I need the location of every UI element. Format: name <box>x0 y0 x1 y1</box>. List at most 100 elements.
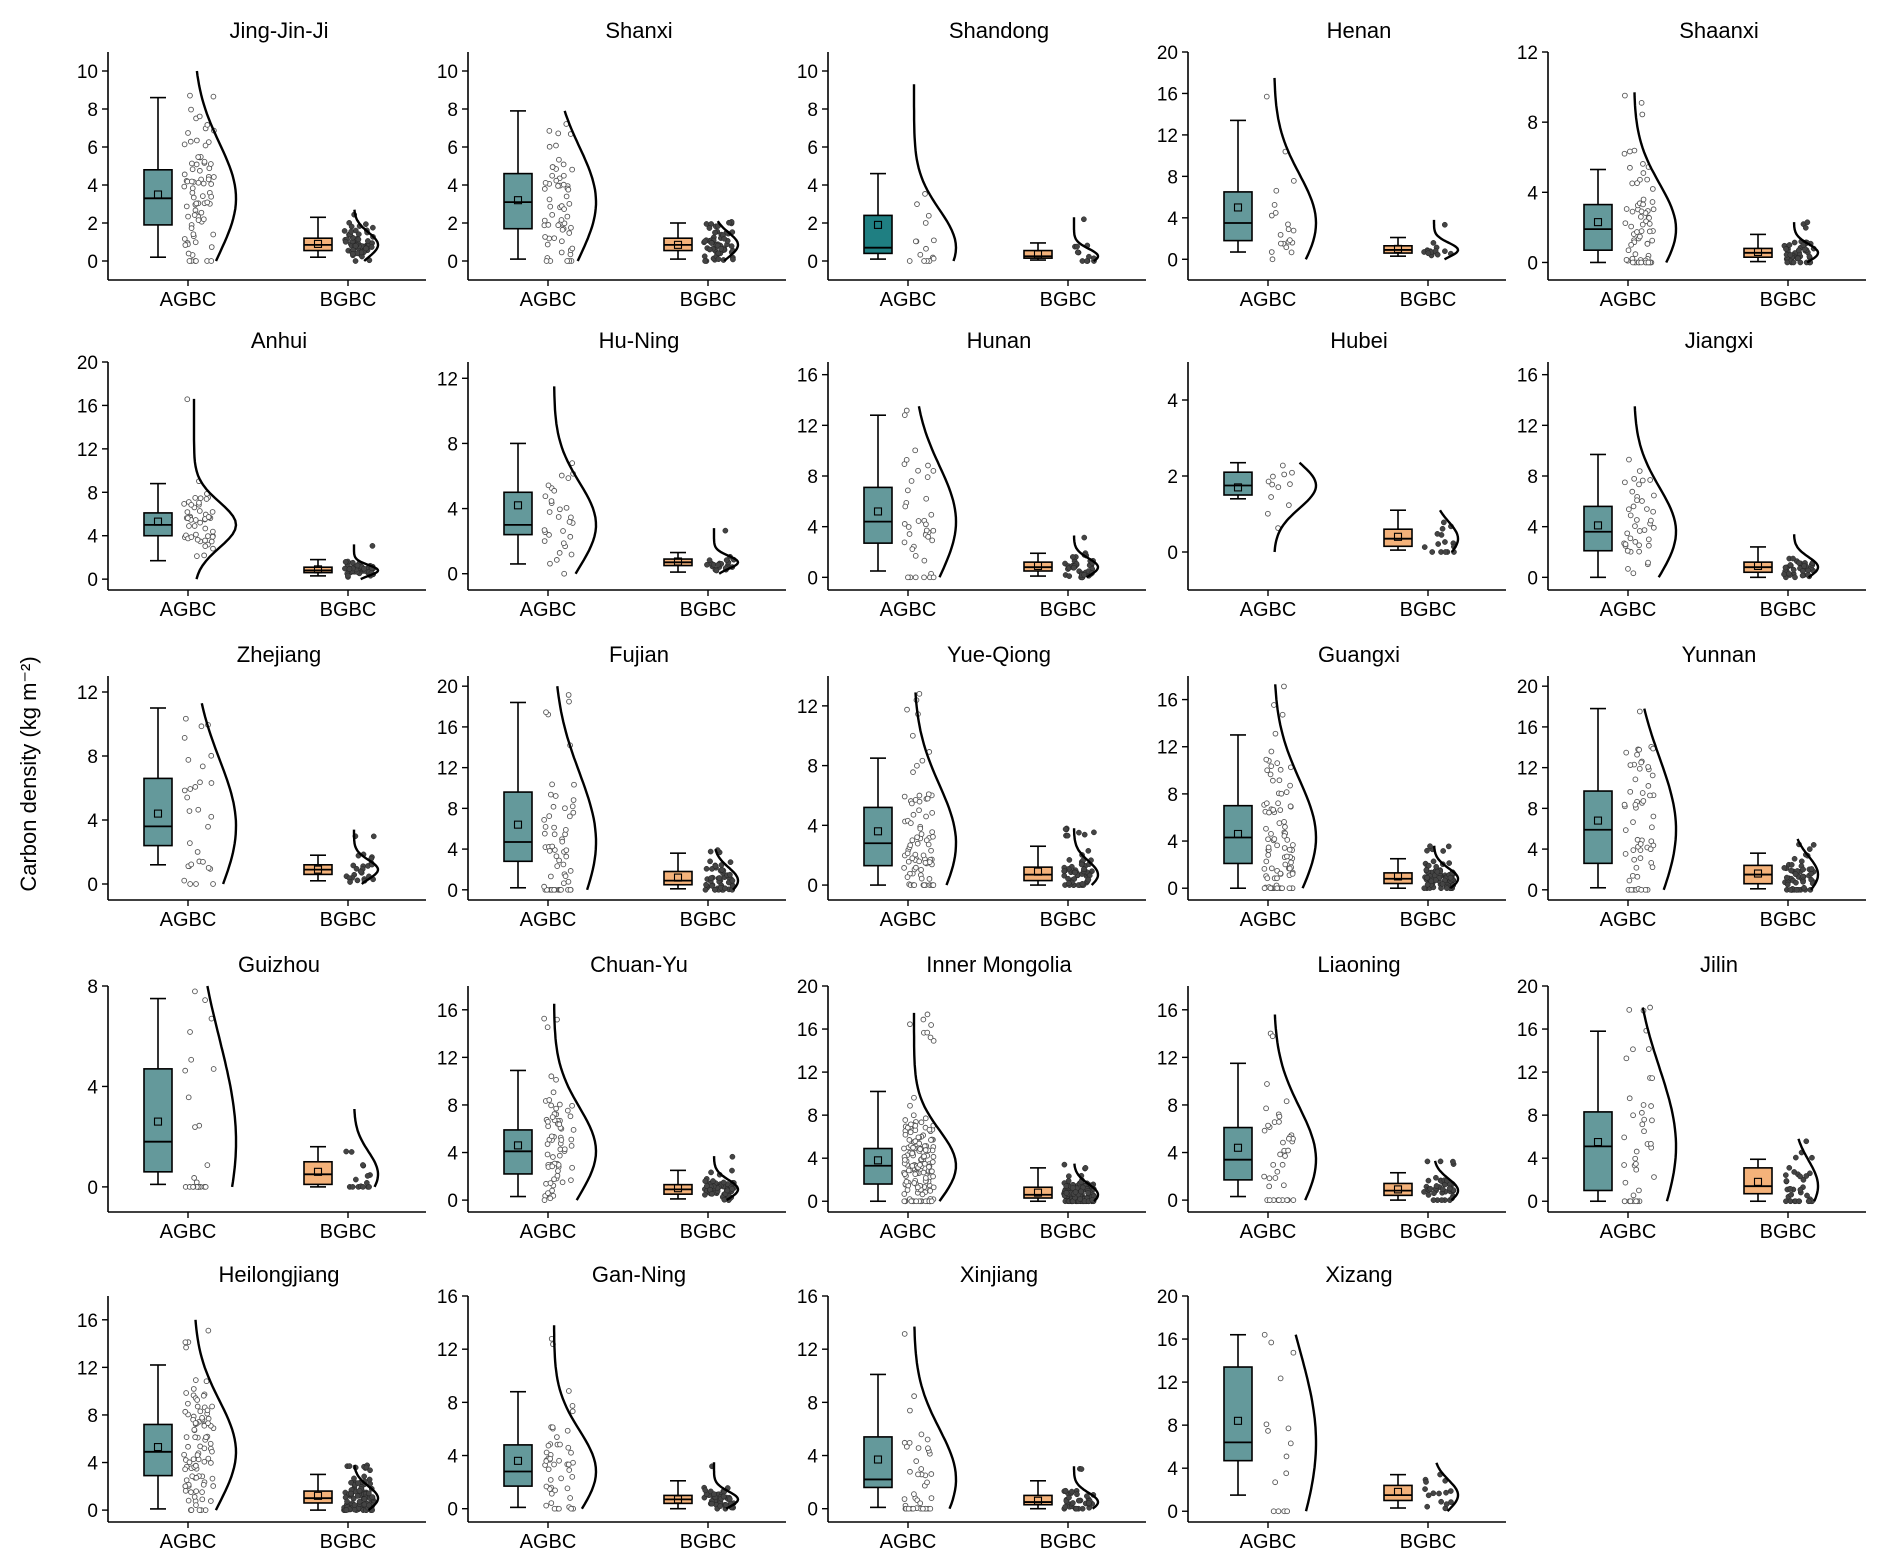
data-point <box>729 1153 736 1160</box>
data-point <box>557 1441 563 1448</box>
agbc-mean-marker <box>1233 1416 1243 1425</box>
data-point <box>202 1184 209 1190</box>
bgbc-density-curve <box>1072 1466 1100 1510</box>
agbc-box <box>503 491 533 536</box>
data-point <box>565 475 572 481</box>
data-point <box>702 258 708 264</box>
panel-xizang: Xizang 0 4 8 12 16 20 AGBC BGBC <box>1157 1262 1506 1548</box>
data-point <box>905 858 912 865</box>
data-point <box>720 1179 727 1186</box>
data-point <box>925 533 931 540</box>
agbc-density-curve <box>553 1003 598 1201</box>
data-point <box>353 865 360 872</box>
data-point <box>564 1485 571 1492</box>
data-point <box>202 142 209 149</box>
data-point <box>910 1112 917 1119</box>
data-point <box>1782 564 1789 571</box>
data-point <box>923 245 929 252</box>
data-point <box>1636 548 1642 555</box>
y-tick-label: 4 <box>807 816 818 837</box>
data-point <box>902 1157 908 1163</box>
data-point <box>1062 1504 1069 1510</box>
data-point <box>185 130 191 136</box>
data-point <box>1273 187 1280 194</box>
data-point <box>1638 100 1645 106</box>
data-point <box>1649 824 1655 831</box>
data-point <box>563 193 570 200</box>
data-point <box>1626 456 1632 463</box>
bgbc-mean-marker <box>1033 561 1043 570</box>
data-point <box>1439 881 1446 887</box>
data-point <box>930 574 937 581</box>
y-tick-label: 8 <box>87 100 98 121</box>
agbc-density-curve <box>552 1325 598 1510</box>
data-point <box>1435 541 1442 547</box>
data-point <box>542 493 549 500</box>
data-point <box>208 161 214 167</box>
data-point <box>920 1505 926 1512</box>
data-point <box>554 1434 560 1440</box>
agbc-mean-marker <box>1233 1143 1243 1152</box>
y-axis-label: Carbon density (kg m⁻²) <box>16 656 41 891</box>
panel-shandong: Shandong 0 2 4 6 8 10 AGBC BGBC <box>797 18 1146 311</box>
data-point <box>702 1191 708 1198</box>
data-point <box>923 521 929 528</box>
data-point <box>901 1191 908 1197</box>
data-point <box>1271 702 1277 708</box>
data-point <box>541 816 547 823</box>
data-point <box>1649 1075 1656 1081</box>
bgbc-density-curve <box>1072 535 1100 579</box>
data-point <box>924 1479 930 1486</box>
data-point <box>1634 873 1641 880</box>
data-point <box>929 829 936 835</box>
data-point <box>199 763 206 770</box>
panel-fujian: Fujian 0 4 8 12 16 20 AGBC BGBC <box>437 642 786 931</box>
bgbc-density-curve <box>353 1464 380 1512</box>
data-point <box>1275 800 1281 807</box>
data-point <box>208 1498 214 1504</box>
data-point <box>1636 542 1642 549</box>
data-point <box>568 551 575 558</box>
y-tick-label: 12 <box>1157 1373 1178 1394</box>
data-point <box>1627 164 1633 171</box>
data-point <box>205 176 212 183</box>
data-point <box>1793 886 1800 893</box>
bgbc-density-curve <box>353 209 380 262</box>
data-point <box>1450 1158 1456 1165</box>
data-point <box>564 1107 571 1114</box>
panel-title: Jiangxi <box>1685 328 1753 353</box>
data-point <box>192 517 199 523</box>
data-point <box>546 509 553 515</box>
data-point <box>1268 1339 1275 1346</box>
data-point <box>1640 798 1647 804</box>
bgbc-points <box>343 833 377 885</box>
data-point <box>559 226 566 233</box>
data-point <box>724 1187 731 1194</box>
data-point <box>722 527 729 534</box>
agbc-density-curve <box>1643 708 1678 891</box>
data-point <box>914 834 920 841</box>
data-point <box>562 873 569 880</box>
data-point <box>1269 1033 1276 1040</box>
data-point <box>1648 517 1654 524</box>
y-tick-label: 8 <box>807 757 818 778</box>
data-point <box>1634 836 1641 843</box>
bgbc-box <box>1383 1182 1413 1197</box>
data-point <box>361 565 367 572</box>
data-point <box>202 997 208 1003</box>
agbc-mean-marker <box>153 517 163 526</box>
y-tick-label: 4 <box>807 176 818 197</box>
data-point <box>1650 206 1657 213</box>
y-tick-label: 4 <box>87 811 98 832</box>
panel-title: Jilin <box>1700 952 1738 977</box>
x-tick-label-agbc: AGBC <box>1600 1221 1657 1243</box>
y-tick-label: 8 <box>87 1406 98 1427</box>
data-point <box>348 1149 355 1155</box>
data-point <box>1279 1161 1286 1168</box>
data-point <box>904 706 910 713</box>
agbc-points <box>1621 708 1657 893</box>
data-point <box>192 784 199 790</box>
data-point <box>184 515 191 521</box>
data-point <box>1061 868 1067 874</box>
agbc-box <box>143 169 173 226</box>
